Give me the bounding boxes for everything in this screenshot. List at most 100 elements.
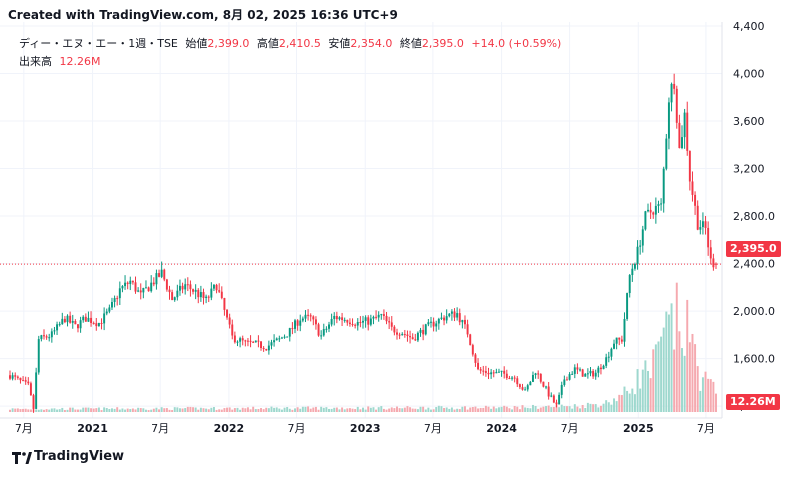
candle-body — [45, 336, 48, 338]
ohlc-legend: ディー・エヌ・エー・1週・TSE 始値2,399.0 高値2,410.5 安値2… — [19, 35, 561, 51]
volume-bar — [134, 409, 137, 412]
candle-body — [602, 365, 605, 370]
volume-bar — [124, 409, 127, 412]
volume-bar — [220, 409, 223, 412]
candle-body — [325, 328, 328, 330]
candle-body — [124, 282, 127, 287]
candle-body — [160, 269, 163, 277]
candle-body — [518, 384, 521, 388]
volume-bar — [270, 406, 273, 412]
volume-bar — [207, 409, 210, 412]
price-tick-label: 3,200 — [733, 163, 765, 176]
high-label: 高値 — [256, 37, 279, 50]
volume-bar — [105, 408, 108, 412]
candle-body — [231, 324, 234, 336]
volume-bar — [579, 408, 582, 412]
volume-bar — [670, 303, 673, 412]
volume-bar — [163, 408, 166, 412]
candle-body — [63, 318, 66, 323]
candle-body — [511, 377, 514, 379]
candle-body — [409, 336, 412, 338]
volume-bar — [704, 371, 707, 412]
time-axis[interactable]: 7月 2021 7月 2022 7月 2023 7月 2024 7月 2025 7月 — [15, 422, 715, 435]
candle-body — [29, 383, 32, 396]
candle-body — [354, 324, 357, 326]
candle-body — [121, 286, 124, 289]
volume-bar — [273, 407, 276, 412]
symbol-title[interactable]: ディー・エヌ・エー・1週・TSE — [19, 37, 178, 50]
volume-bar — [448, 408, 451, 412]
price-axis[interactable]: 4,400 4,000 3,600 3,200 2,800.0 2,400.0 2,000.… — [733, 20, 775, 413]
candle-body — [294, 320, 296, 329]
volume-bar — [696, 366, 699, 412]
candle-body — [173, 297, 176, 301]
volume-bar — [364, 409, 367, 412]
candle-body — [56, 324, 59, 331]
candle-body — [375, 316, 378, 318]
candle-body — [22, 380, 25, 382]
volume-bar — [550, 407, 553, 412]
volume-bar — [466, 409, 469, 412]
candle-body — [565, 379, 568, 381]
volume-bar — [573, 404, 576, 412]
candle-body — [184, 284, 187, 290]
candle-body — [537, 373, 540, 375]
candle-body — [477, 362, 480, 370]
volume-bar — [673, 349, 676, 412]
candle-body — [343, 319, 346, 321]
candle-body — [492, 372, 495, 374]
candle-body — [495, 371, 498, 374]
candle-body — [192, 289, 195, 292]
candle-body — [490, 372, 493, 375]
candle-body — [328, 324, 330, 329]
volume-bar — [63, 410, 66, 412]
candle-body — [427, 322, 430, 325]
time-tick-label: 2024 — [486, 422, 517, 435]
volume-bar — [586, 402, 589, 412]
volume-bar — [487, 406, 490, 412]
candle-body — [108, 307, 111, 312]
volume-bar — [477, 408, 480, 412]
volume-bar — [160, 407, 163, 412]
candle-body — [241, 338, 244, 341]
candle-body — [406, 334, 409, 337]
candle-body — [524, 389, 527, 391]
volume-bar — [19, 409, 22, 412]
volume-bar — [615, 401, 618, 412]
volume-bar — [113, 408, 116, 412]
close-value: 2,395.0 — [421, 37, 464, 50]
candle-body — [233, 335, 236, 343]
volume-bar — [137, 407, 140, 412]
candle-body — [137, 290, 140, 292]
candle-body — [131, 280, 134, 283]
volume-bar — [681, 348, 683, 412]
volume-bar — [294, 408, 296, 412]
volume-bar — [521, 405, 524, 412]
volume-bar — [542, 406, 545, 412]
volume-bar — [709, 379, 712, 412]
time-tick-label: 7月 — [697, 422, 715, 435]
candle-body — [699, 227, 702, 230]
candle-body — [435, 323, 438, 327]
volume-bar — [524, 407, 527, 412]
volume-bar — [309, 408, 312, 412]
volume-bar — [351, 408, 354, 412]
volume-bar — [283, 407, 286, 412]
volume-bar — [563, 406, 566, 412]
volume-bar — [495, 408, 498, 412]
volume-bar — [531, 404, 534, 412]
candle-body — [620, 339, 623, 342]
time-tick-label: 7月 — [424, 422, 442, 435]
volume-bar — [197, 409, 200, 412]
candle-body — [341, 317, 344, 320]
candle-body — [236, 341, 239, 343]
volume-bar — [129, 409, 132, 412]
candle-body — [631, 268, 634, 276]
volume-bar — [158, 409, 161, 412]
volume-bar — [414, 408, 417, 412]
volume-bar — [610, 404, 613, 412]
candle-body — [443, 317, 446, 321]
candle-body — [280, 337, 283, 339]
